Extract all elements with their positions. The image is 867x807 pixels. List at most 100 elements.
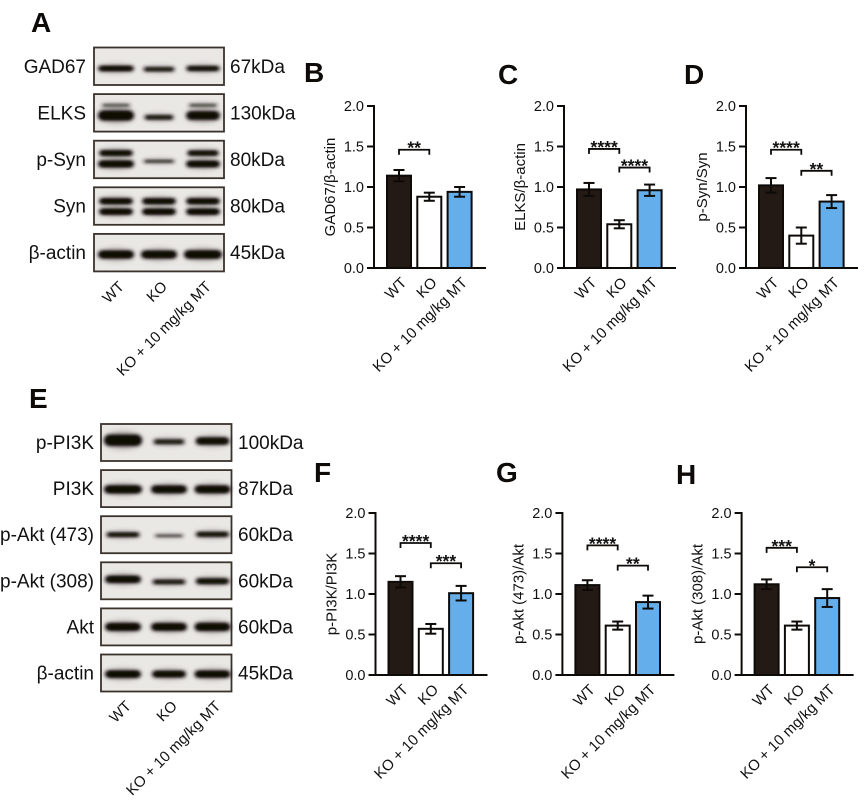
blot-protein-label: p-PI3K [36, 433, 94, 454]
panel-letter-a: A [31, 7, 52, 38]
y-tick-label: 0.5 [344, 221, 364, 237]
blot-row: Akt 60kDa [67, 607, 293, 647]
bar [606, 223, 633, 269]
y-tick-label: 1.5 [711, 547, 731, 563]
y-tick-label: 2.0 [532, 506, 552, 522]
y-axis-title: GAD67/β-actin [322, 138, 339, 237]
panel-letter-h: H [676, 459, 697, 490]
y-tick-label: 1.0 [532, 587, 552, 603]
panel-letter-c: C [498, 59, 519, 90]
blot-kda-label: 60kDa [238, 617, 293, 638]
blot-band [97, 158, 135, 170]
significance-stars: *** [772, 536, 793, 556]
blot-band [185, 159, 221, 169]
blot-kda-label: 130kDa [230, 103, 296, 124]
y-tick-label: 1.0 [345, 587, 365, 603]
blot-protein-label: p-Akt (308) [0, 571, 94, 592]
y-tick-label: 1.5 [716, 140, 736, 156]
blot-kda-label: 80kDa [230, 197, 285, 218]
bar [576, 188, 602, 269]
y-tick-label: 1.0 [711, 587, 731, 603]
bar [417, 627, 444, 677]
blot-band [185, 196, 221, 206]
y-tick-label: 0.0 [532, 668, 552, 684]
bar [574, 584, 601, 677]
blot-protein-label: PI3K [53, 479, 95, 500]
blot-band [151, 578, 187, 586]
blot-lane-label: WT [99, 278, 128, 307]
y-tick-label: 2.0 [534, 99, 554, 115]
blot-band [150, 621, 188, 633]
blot-band [195, 576, 230, 586]
blot-protein-label: p-Akt (473) [0, 525, 94, 546]
blot-protein-label: Syn [53, 197, 86, 218]
bar [818, 200, 845, 269]
blot-band [103, 431, 143, 449]
blot-band [195, 435, 230, 447]
y-tick-label: 1.0 [344, 180, 364, 196]
bar [635, 601, 661, 676]
y-tick-label: 1.0 [534, 180, 554, 196]
blot-band [187, 102, 219, 109]
y-tick-label: 1.5 [345, 547, 365, 563]
bar [386, 174, 412, 269]
significance-stars: **** [773, 138, 800, 158]
bar [783, 624, 810, 677]
blot-band [103, 483, 143, 496]
y-axis-title: p-Akt (308)/Akt [690, 543, 707, 644]
y-tick-label: 0.0 [345, 668, 365, 684]
blot-band [185, 207, 221, 217]
significance-stars: **** [621, 156, 648, 176]
significance-stars: *** [436, 551, 457, 571]
significance-bracket [588, 148, 621, 154]
significance-bracket [429, 562, 462, 569]
significance-bracket [770, 148, 803, 155]
blot-row: β-actin 45kDa [29, 232, 285, 273]
y-tick-label: 0.0 [534, 261, 554, 277]
blot-band [183, 248, 223, 261]
blot-band [143, 113, 175, 121]
y-tick-label: 2.0 [711, 506, 731, 522]
blot-kda-label: 60kDa [238, 525, 293, 546]
blot-protein-label: β-actin [29, 243, 86, 264]
blot-kda-label: 100kDa [238, 433, 304, 454]
y-tick-label: 0.5 [716, 221, 736, 237]
blot-row: p-PI3K 100kDa [36, 423, 304, 462]
bar [758, 184, 784, 270]
blot-kda-label: 45kDa [238, 664, 293, 685]
y-tick-label: 0.0 [716, 261, 736, 277]
x-category-label: WT [572, 274, 601, 303]
y-tick-label: 0.0 [344, 261, 364, 277]
blot-band [98, 207, 134, 217]
bar [387, 580, 414, 676]
blot-band [150, 483, 188, 496]
blot-panel-a: GAD67 67kDa ELKS 130kDa p-Syn 80kDa Syn 80kDa β-… [24, 46, 296, 380]
blot-band [186, 149, 220, 157]
y-axis-title: p-PI3K/PI3K [324, 553, 341, 636]
blot-band [141, 196, 177, 206]
blot-row: ELKS 130kDa [37, 93, 296, 133]
blot-band [97, 64, 135, 73]
blot-kda-label: 45kDa [230, 243, 285, 264]
significance-stars: ** [810, 159, 824, 179]
blot-band [194, 668, 231, 680]
blot-band [142, 65, 176, 73]
blot-band [195, 530, 230, 539]
chart-panel-h: 0.00.51.01.52.0p-Akt (308)/Akt ****WT KOKO… [690, 506, 854, 783]
blot-band [140, 248, 178, 261]
chart-panel-g: 0.00.51.01.52.0p-Akt (473)/Akt******WT KO… [510, 506, 675, 783]
blot-band [153, 533, 185, 539]
blot-band [185, 64, 221, 73]
blot-band [98, 196, 134, 206]
blot-row: p-Akt (473) 60kDa [0, 515, 293, 555]
blot-protein-label: β-actin [37, 664, 94, 685]
y-tick-label: 2.0 [345, 506, 365, 522]
panel-letter-d: D [684, 59, 705, 90]
blot-lane-label: KO [143, 278, 170, 305]
significance-bracket [616, 564, 649, 571]
y-tick-label: 1.5 [534, 140, 554, 156]
significance-stars: **** [591, 137, 618, 157]
